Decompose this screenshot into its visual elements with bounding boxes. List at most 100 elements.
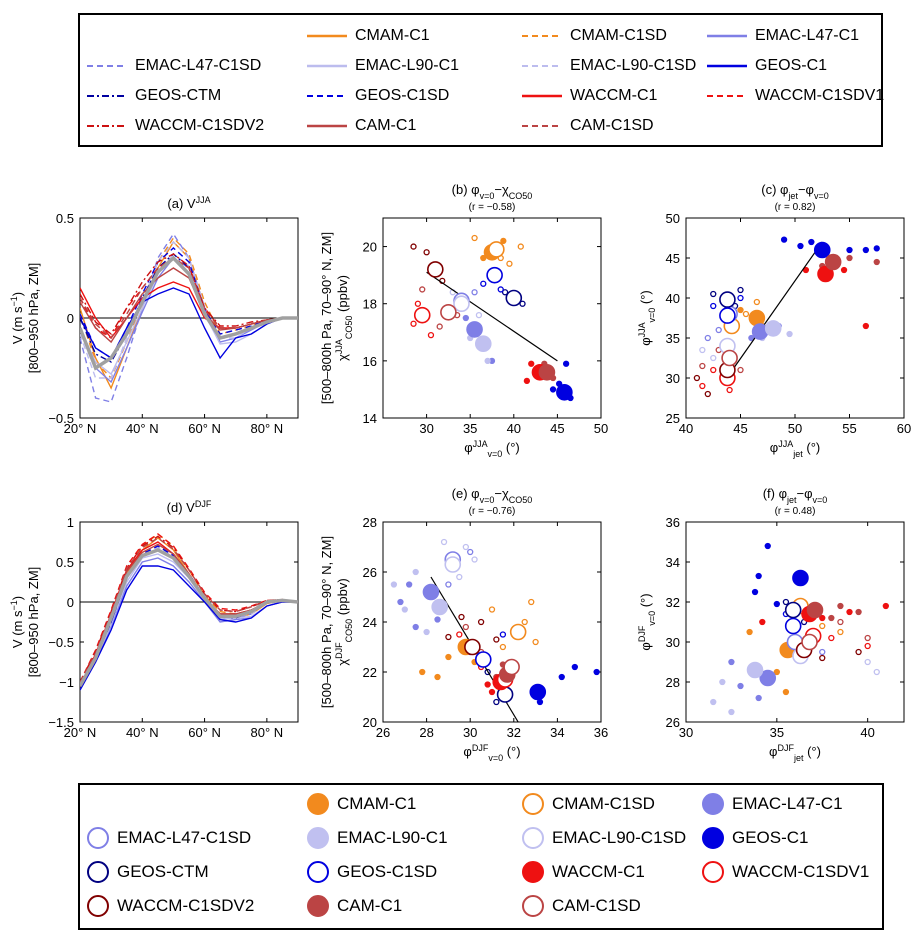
- marker-legend-label: GEOS-CTM: [117, 862, 209, 881]
- scatter-point: [726, 386, 733, 394]
- line-swatch: [307, 34, 347, 38]
- scatter-point: [462, 543, 469, 551]
- y-tick-label: 0.5: [56, 555, 74, 570]
- scatter-point: [412, 568, 419, 576]
- marker-legend-item: GEOS-C1SD: [305, 861, 437, 883]
- scatter-point: [401, 606, 408, 613]
- x-tick-label: 40° N: [126, 421, 159, 436]
- correlation-label: (r = 0.82): [775, 202, 816, 213]
- open-circle-marker: [87, 861, 109, 883]
- scatter-point-mean: [784, 601, 802, 619]
- line-legend: CMAM-C1 CMAM-C1SD EMAC-L47-C1 EMAC-L47-C1SD…: [78, 13, 884, 147]
- scatter-point: [710, 354, 717, 362]
- line-swatch: [307, 124, 347, 128]
- axes-frame: [79, 521, 299, 723]
- panel-title: (a) VJJA: [167, 195, 210, 211]
- line-swatch: [307, 64, 347, 68]
- scatter-point: [864, 642, 871, 650]
- scatter-point: [593, 668, 600, 676]
- x-axis-label: φDJFv=0 (°): [463, 743, 520, 763]
- scatter-point: [549, 386, 557, 393]
- line-legend-item: WACCM-C1: [520, 85, 657, 107]
- y-tick-label: 30: [666, 635, 680, 650]
- scatter-point: [571, 663, 578, 671]
- scatter-point: [855, 608, 862, 616]
- scatter-point: [837, 618, 844, 626]
- scatter-point: [427, 331, 435, 339]
- y-tick-label: −0.5: [48, 635, 74, 650]
- series-line-waccm-c1: [80, 281, 298, 340]
- y-tick-label: 25: [666, 411, 680, 426]
- marker-legend-label: CAM-C1: [337, 896, 403, 915]
- scatter-point: [506, 260, 513, 267]
- scatter-point: [501, 289, 509, 296]
- y-axis-label: χJJACO50 (ppbv): [334, 275, 354, 361]
- scatter-point: [528, 360, 535, 367]
- scatter-point: [828, 614, 835, 622]
- scatter-point: [808, 238, 815, 246]
- scatter-point: [837, 628, 844, 636]
- scatter-point-mean: [721, 349, 738, 367]
- x-tick-label: 26: [376, 725, 390, 740]
- y-tick-label: 20: [363, 715, 377, 730]
- scatter-point-mean: [556, 383, 573, 401]
- open-circle-marker: [87, 895, 109, 917]
- scatter-point: [737, 294, 744, 302]
- panel-a: 20° N 40° N 60° N 80° N −0.5 0 0.5 (a) VJJA V (m…: [9, 195, 299, 436]
- scatter-point-mean: [538, 363, 556, 381]
- scatter-point: [462, 314, 469, 322]
- scatter-point: [710, 698, 717, 706]
- panel-title: (d) VDJF: [167, 499, 212, 515]
- x-tick-label: 80° N: [251, 421, 284, 436]
- scatter-point-mean: [824, 253, 842, 271]
- y-tick-label: 32: [666, 595, 680, 610]
- scatter-point: [773, 600, 780, 608]
- scatter-point: [855, 648, 862, 656]
- scatter-point-mean: [813, 241, 831, 259]
- scatter-point: [562, 360, 570, 367]
- scatter-point: [780, 236, 788, 243]
- scatter-point: [699, 362, 706, 370]
- axes-frame: [382, 217, 602, 419]
- scatter-point: [488, 688, 496, 696]
- x-tick-label: 40: [507, 421, 521, 436]
- scatter-point: [410, 320, 417, 327]
- line-legend-item: GEOS-C1: [705, 55, 827, 77]
- x-tick-label: 30: [463, 725, 477, 740]
- line-swatch: [522, 125, 562, 127]
- y-axis-label: χDJFCO50 (ppbv): [334, 578, 354, 665]
- y-axis-label: φJJAv=0 (°): [637, 290, 657, 346]
- scatter-point: [786, 330, 793, 338]
- scatter-point: [802, 266, 810, 274]
- scatter-point: [715, 326, 722, 334]
- marker-legend-label: CAM-C1SD: [552, 896, 641, 915]
- series-line-cam-c1sd: [80, 537, 298, 683]
- scatter-point-mean: [746, 661, 764, 679]
- scatter-point: [704, 334, 711, 342]
- scatter-point-mean: [509, 623, 527, 641]
- scatter-point: [864, 634, 871, 642]
- scatter-point: [523, 377, 531, 385]
- line-legend-label: WACCM-C1SDV2: [135, 117, 265, 134]
- line-legend-label: GEOS-C1SD: [355, 87, 450, 104]
- x-tick-label: 20° N: [64, 421, 97, 436]
- y-tick-label: 0.5: [56, 211, 74, 226]
- line-swatch: [522, 65, 562, 67]
- filled-circle-marker: [307, 895, 329, 917]
- scatter-point: [873, 668, 880, 676]
- panel-title: (e) φv=0−χCO50: [452, 486, 533, 505]
- line-swatch: [522, 94, 562, 98]
- line-swatch: [707, 34, 747, 38]
- scatter-point-mean: [466, 321, 483, 338]
- x-tick-label: 30: [679, 725, 693, 740]
- scatter-point: [704, 390, 711, 398]
- scatter-point: [819, 622, 826, 630]
- y-axis-label: V (m s−1): [9, 596, 25, 648]
- y-tick-label: −0.5: [48, 411, 74, 426]
- scatter-point: [862, 246, 869, 254]
- marker-legend-item: CMAM-C1: [305, 793, 416, 815]
- y-tick-label: 45: [666, 251, 680, 266]
- line-legend-item: WACCM-C1SDV2: [85, 115, 264, 137]
- filled-circle-marker: [702, 793, 724, 815]
- correlation-label: (r = 0.48): [775, 506, 816, 517]
